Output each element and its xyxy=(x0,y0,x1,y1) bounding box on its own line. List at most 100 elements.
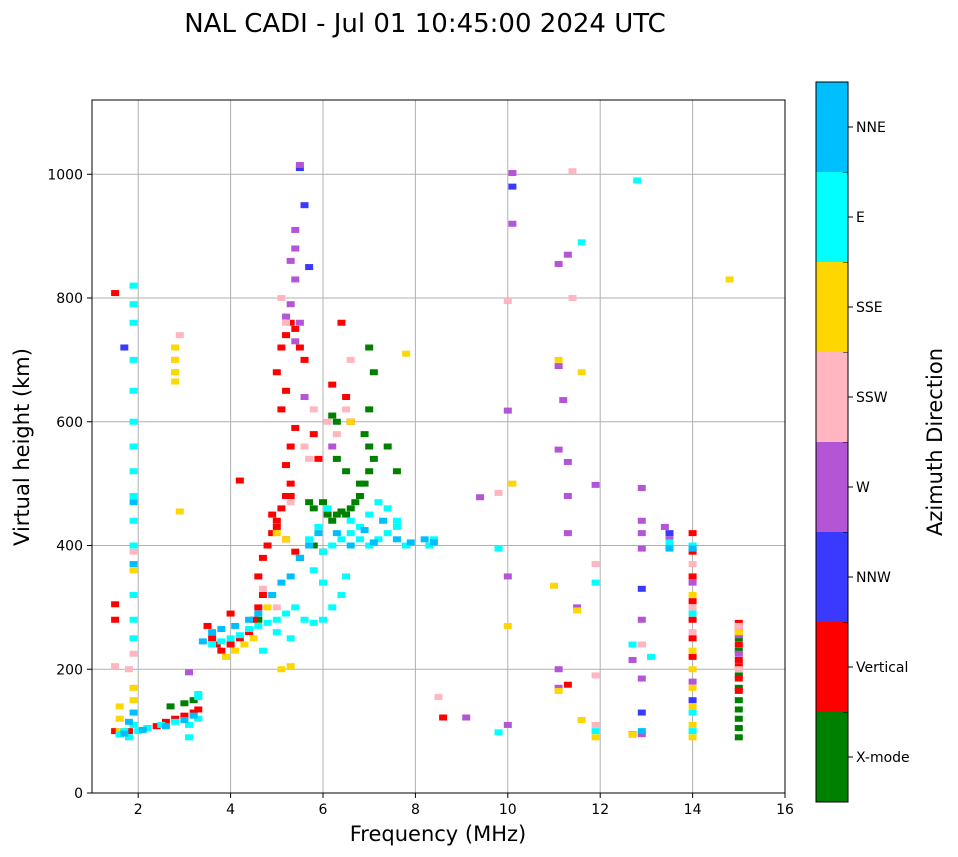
chart-title: NAL CADI - Jul 01 10:45:00 2024 UTC xyxy=(184,9,666,39)
point-sse-9 xyxy=(171,378,180,385)
point-e-73 xyxy=(688,709,697,716)
point-w-11 xyxy=(554,260,563,267)
point-vertical-9 xyxy=(194,706,203,713)
point-vertical-57 xyxy=(688,616,697,623)
point-vertical-24 xyxy=(272,517,281,524)
point-vertical-6 xyxy=(171,715,180,722)
point-e-25 xyxy=(208,641,217,648)
point-ssw-26 xyxy=(688,629,697,636)
point-nne-13 xyxy=(286,573,295,580)
grid-lines xyxy=(92,100,786,794)
point-x-mode-25 xyxy=(383,443,392,450)
point-ssw-16 xyxy=(568,295,577,301)
point-sse-5 xyxy=(129,567,138,574)
colorbar-label-e: E xyxy=(856,210,865,226)
point-w-45 xyxy=(185,669,194,676)
point-e-61 xyxy=(323,505,332,512)
point-sse-36 xyxy=(688,592,697,598)
point-w-5 xyxy=(286,301,295,308)
point-vertical-8 xyxy=(189,709,198,716)
point-e-56 xyxy=(346,517,355,524)
point-vertical-33 xyxy=(272,369,281,376)
point-sse-7 xyxy=(171,356,180,363)
point-ssw-7 xyxy=(282,319,291,326)
colorbar-label-vertical: Vertical xyxy=(856,660,908,676)
y-axis-ticks: 0 200 400 600 800 1000 xyxy=(47,167,92,802)
point-vertical-65 xyxy=(734,626,743,633)
point-e-34 xyxy=(291,604,300,611)
colorbar-label-nnw: NNW xyxy=(856,570,891,586)
point-x-mode-15 xyxy=(365,468,374,475)
point-vertical-72 xyxy=(286,493,295,499)
point-vertical-51 xyxy=(235,477,244,484)
point-e-78 xyxy=(272,629,281,636)
point-e-1 xyxy=(124,734,133,741)
point-e-76 xyxy=(591,728,600,735)
point-x-mode-22 xyxy=(365,344,374,351)
point-vertical-32 xyxy=(282,387,291,394)
x-tick-label-1: 4 xyxy=(226,802,235,818)
point-ssw-9 xyxy=(305,455,314,462)
point-ssw-21 xyxy=(591,721,600,728)
point-e-57 xyxy=(309,567,318,574)
point-e-79 xyxy=(286,635,295,642)
point-sse-24 xyxy=(550,582,558,589)
point-nnw-6 xyxy=(637,709,646,716)
point-vertical-30 xyxy=(291,424,300,431)
point-e-50 xyxy=(402,542,411,549)
point-nne-6 xyxy=(208,629,217,636)
point-nne-7 xyxy=(217,626,226,633)
point-ssw-22 xyxy=(434,694,443,701)
point-e-41 xyxy=(319,548,327,555)
point-vertical-44 xyxy=(342,394,351,400)
point-nne-17 xyxy=(332,530,341,537)
point-sse-28 xyxy=(577,369,586,376)
point-vertical-26 xyxy=(282,493,291,499)
point-e-3 xyxy=(134,728,143,735)
point-nne-2 xyxy=(161,723,170,730)
point-x-mode-14 xyxy=(360,480,369,487)
point-e-28 xyxy=(235,632,244,639)
point-nne-9 xyxy=(245,616,254,623)
point-vertical-14 xyxy=(226,641,235,648)
point-vertical-12 xyxy=(212,641,221,648)
point-ssw-20 xyxy=(591,672,600,679)
point-sse-29 xyxy=(554,356,563,363)
point-nne-12 xyxy=(277,579,286,586)
point-e-70 xyxy=(647,653,656,660)
point-vertical-52 xyxy=(226,610,235,617)
x-tick-label-0: 2 xyxy=(134,802,143,818)
point-ssw-1 xyxy=(124,666,133,673)
point-w-41 xyxy=(300,394,309,400)
point-x-mode-7 xyxy=(328,517,337,524)
point-x-mode-6 xyxy=(323,511,332,518)
point-nnw-10 xyxy=(120,344,129,351)
point-sse-14 xyxy=(249,635,258,642)
point-vertical-20 xyxy=(254,573,263,580)
x-tick-label-6: 14 xyxy=(684,802,702,818)
point-ssw-23 xyxy=(734,666,743,673)
point-x-mode-39 xyxy=(734,635,743,642)
point-x-mode-32 xyxy=(734,725,743,732)
data-points xyxy=(111,161,743,741)
point-e-33 xyxy=(282,610,291,617)
point-e-44 xyxy=(346,530,355,537)
point-x-mode-4 xyxy=(309,505,318,512)
point-e-5 xyxy=(157,721,166,728)
point-x-mode-16 xyxy=(369,455,378,462)
point-x-mode-0 xyxy=(166,703,175,710)
point-w-18 xyxy=(563,530,572,537)
point-e-35 xyxy=(300,616,309,623)
colorbar-swatch-x-mode xyxy=(816,712,848,802)
point-sse-19 xyxy=(286,663,295,670)
point-e-63 xyxy=(429,536,438,543)
point-nne-0 xyxy=(120,730,129,737)
point-nnw-9 xyxy=(305,264,314,271)
point-sse-25 xyxy=(554,687,563,694)
point-w-13 xyxy=(554,363,563,370)
y-tick-label-3: 600 xyxy=(56,415,83,431)
point-e-72 xyxy=(688,728,697,735)
point-nnw-11 xyxy=(688,697,697,704)
colorbar: X-mode Vertical NNW W SSW SSE E NNE xyxy=(815,81,910,803)
point-vertical-38 xyxy=(295,344,304,351)
